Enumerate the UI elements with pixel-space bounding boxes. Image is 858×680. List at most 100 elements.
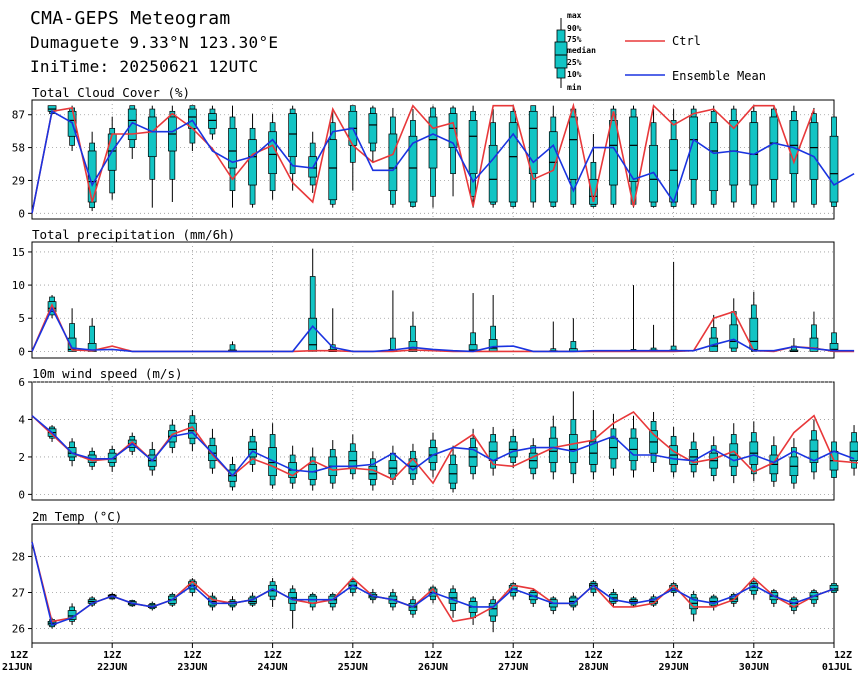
ensemble-box [809,419,819,480]
ensemble-box [729,423,739,484]
ensemble-box [548,321,558,352]
box-tail [269,173,276,192]
box-body [548,437,558,463]
box-tail [370,142,376,152]
ensemble-box [67,308,77,352]
box-body [268,131,277,175]
box-tail [690,441,697,450]
box-tail [269,581,276,586]
box-tail [269,475,276,486]
x-tick-time-label: 12Z [424,650,442,661]
box-body [548,131,558,203]
box-body [368,465,378,480]
ensemble-box [749,105,759,208]
ensemble-box [528,438,538,480]
ensemble-box [729,298,739,352]
box-tail [510,201,517,207]
x-tick-time-label: 12Z [504,650,522,661]
y-tick-label: 0 [18,207,25,220]
ensemble-box [328,592,338,611]
box-tail [750,590,757,595]
box-tail [410,473,416,480]
box-tail [69,606,75,611]
box-tail [410,120,416,137]
box-tail [610,184,617,205]
ensemble-box [809,311,819,352]
box-tail [730,465,737,477]
box-tail [309,276,316,319]
legend-label-1: 90% [567,24,582,33]
x-tick-date-label: 26JUN [418,662,448,673]
x-tick-date-label: 22JUN [97,662,127,673]
box-body [769,116,779,180]
box-tail [269,122,276,133]
box-tail [770,599,777,604]
y-tick-label: 29 [12,174,25,187]
location-label: Dumaguete 9.33°N 123.30°E [30,33,279,52]
box-body [428,116,438,169]
ensemble-box [488,596,498,633]
box-tail [590,161,597,180]
ensemble-box [448,445,458,493]
box-tail [831,201,837,207]
box-tail [69,456,75,462]
box-tail [289,454,296,463]
box-body [568,116,578,180]
box-tail [390,190,396,205]
ensemble-box [248,113,257,208]
box-tail [710,327,717,339]
box-tail [530,467,537,475]
box-tail [269,434,276,448]
y-tick-label: 27 [12,587,25,600]
y-tick-label: 0 [18,345,25,358]
panel-frame [31,523,835,644]
box-tail [309,176,316,186]
box-body [448,113,458,148]
box-tail [169,424,176,432]
box-tail [851,432,857,443]
box-tail [450,602,456,611]
box-tail [470,332,476,346]
ensemble-box [147,105,157,208]
box-body [829,584,839,592]
ensemble-box [328,440,338,489]
meteogram-title: CMA-GEPS Meteogram [30,8,231,29]
box-tail [430,167,436,197]
legend-label-6: min [567,82,582,92]
box-tail [329,602,336,608]
box-tail [349,144,356,163]
y-tick-label: 4 [18,413,25,426]
x-tick-time-label: 12Z [665,650,683,661]
ensemble-box [548,596,558,615]
x-tick-date-label: 24JUN [258,662,288,673]
x-tick-time-label: 12Z [10,650,28,661]
box-body [268,447,277,477]
box-tail [470,465,476,475]
box-tail [590,588,597,593]
box-tail [510,592,517,597]
x-tick-date-label: 25JUN [338,662,368,673]
x-tick-date-label: 28JUN [578,662,608,673]
x-tick-time-label: 12Z [183,650,201,661]
box-tail [189,415,196,424]
box-tail [770,473,777,482]
box-tail [490,434,496,443]
box-body [809,337,819,352]
ensemble-box [87,131,97,212]
box-tail [490,615,496,622]
box-tail [410,610,416,615]
box-tail [770,178,777,203]
box-tail [750,110,757,124]
panel-title-precip: Total precipitation (mm/6h) [32,227,236,242]
ensemble-box [308,592,318,611]
ensemble-box [649,411,658,472]
x-tick-time-label: 12Z [745,650,763,661]
init-time-label: IniTime: 20250621 12UTC [30,57,259,76]
ensemble-box [107,117,117,200]
box-body [729,120,739,186]
box-tail [470,110,476,121]
box-body [288,113,297,158]
x-tick-date-label: 29JUN [659,662,689,673]
box-tail [89,462,96,467]
box-tail [410,599,416,604]
